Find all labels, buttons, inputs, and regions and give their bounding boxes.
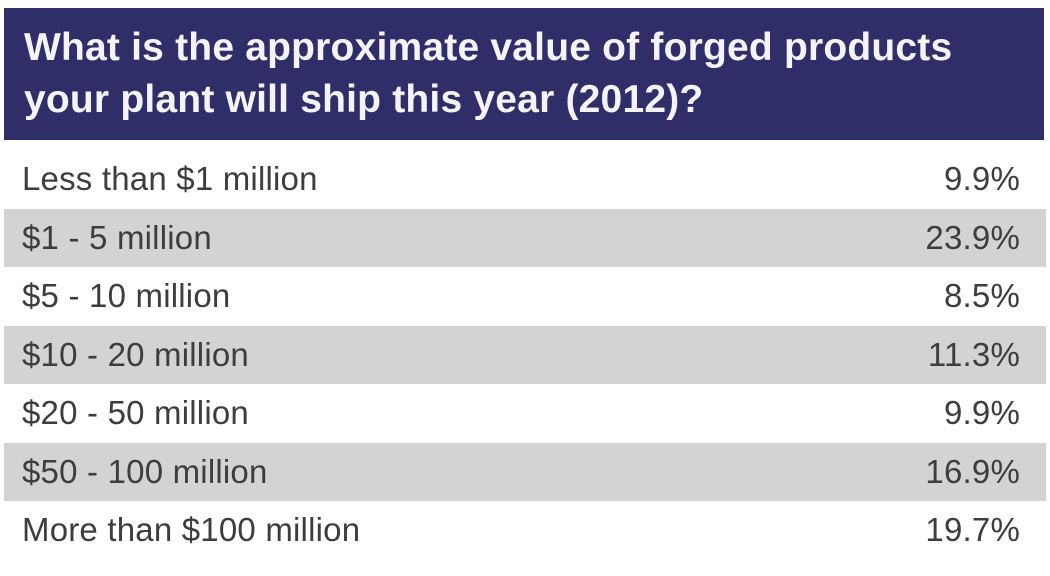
- row-label: $50 - 100 million: [22, 452, 268, 490]
- table-row: $1 - 5 million 23.9%: [4, 208, 1046, 267]
- data-table: Less than $1 million 9.9% $1 - 5 million…: [4, 150, 1046, 560]
- table-row: $20 - 50 million 9.9%: [4, 384, 1046, 443]
- row-label: $1 - 5 million: [22, 218, 212, 256]
- row-label: $5 - 10 million: [22, 277, 231, 315]
- row-value: 8.5%: [943, 277, 1020, 315]
- row-value: 9.9%: [943, 160, 1020, 198]
- row-value: 16.9%: [925, 452, 1020, 490]
- table-row: $5 - 10 million 8.5%: [4, 267, 1046, 326]
- row-label: Less than $1 million: [22, 160, 318, 198]
- row-value: 9.9%: [943, 394, 1020, 432]
- table-row: More than $100 million 19.7%: [4, 501, 1046, 560]
- chart-title: What is the approximate value of forged …: [24, 26, 953, 121]
- row-label: More than $100 million: [22, 511, 361, 549]
- row-value: 19.7%: [925, 511, 1020, 549]
- table-row: Less than $1 million 9.9%: [4, 150, 1046, 209]
- row-value: 23.9%: [925, 218, 1020, 256]
- row-label: $10 - 20 million: [22, 335, 249, 373]
- table-row: $50 - 100 million 16.9%: [4, 442, 1046, 501]
- row-label: $20 - 50 million: [22, 394, 249, 432]
- table-row: $10 - 20 million 11.3%: [4, 325, 1046, 384]
- row-value: 11.3%: [927, 335, 1020, 373]
- chart-header: What is the approximate value of forged …: [4, 8, 1044, 140]
